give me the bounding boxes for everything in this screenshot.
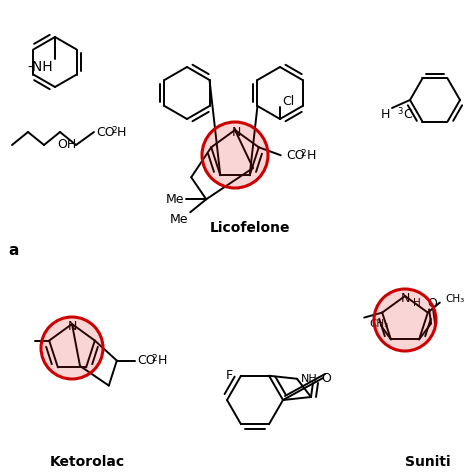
Text: Cl: Cl bbox=[282, 94, 294, 108]
Text: 2: 2 bbox=[301, 149, 306, 158]
Text: H: H bbox=[381, 108, 390, 120]
Circle shape bbox=[202, 122, 268, 188]
Text: CO: CO bbox=[96, 126, 115, 138]
Text: NH: NH bbox=[301, 374, 318, 384]
Text: 2: 2 bbox=[111, 126, 117, 135]
Text: Me: Me bbox=[166, 193, 184, 206]
Text: C: C bbox=[403, 108, 412, 120]
Text: Suniti: Suniti bbox=[405, 455, 451, 469]
Text: 3: 3 bbox=[398, 107, 403, 116]
Text: a: a bbox=[8, 243, 18, 257]
Text: OH: OH bbox=[57, 137, 76, 151]
Text: CO: CO bbox=[286, 149, 304, 162]
Text: Licofelone: Licofelone bbox=[210, 221, 290, 235]
Circle shape bbox=[374, 289, 436, 351]
Text: F: F bbox=[226, 369, 233, 382]
Text: Me: Me bbox=[170, 213, 188, 226]
Text: H: H bbox=[117, 126, 127, 138]
Text: H: H bbox=[307, 149, 316, 162]
Text: CH₃: CH₃ bbox=[446, 293, 465, 303]
Text: 2: 2 bbox=[152, 354, 157, 363]
Text: O: O bbox=[321, 373, 331, 385]
Text: H: H bbox=[413, 298, 421, 308]
Text: N: N bbox=[401, 292, 410, 304]
Text: Ketorolac: Ketorolac bbox=[50, 455, 125, 469]
Text: N: N bbox=[231, 126, 241, 138]
Circle shape bbox=[41, 317, 103, 379]
Text: -NH: -NH bbox=[27, 60, 53, 74]
Text: CH₃: CH₃ bbox=[369, 319, 389, 329]
Text: CO: CO bbox=[137, 354, 155, 367]
Text: N: N bbox=[67, 319, 77, 332]
Text: O: O bbox=[427, 297, 437, 310]
Text: H: H bbox=[158, 354, 167, 367]
